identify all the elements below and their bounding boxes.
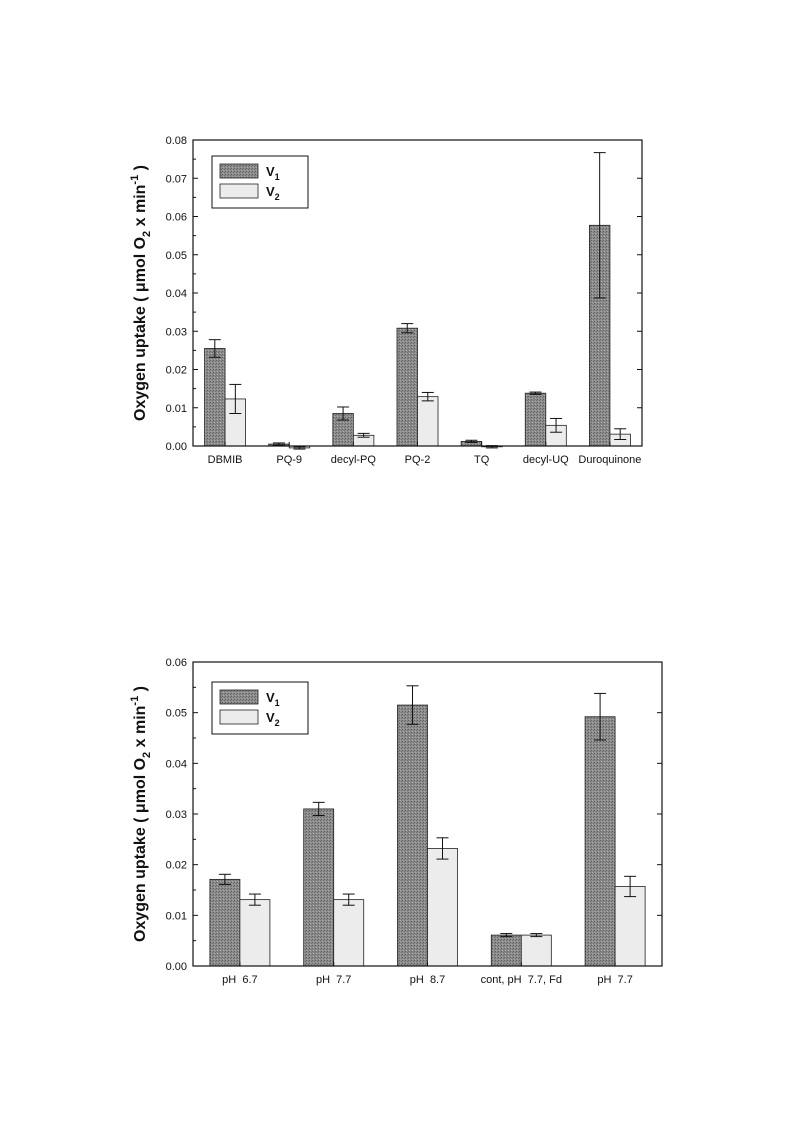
x-tick-label-4: pH 7.7 (597, 974, 632, 986)
error-bar-v2-6 (614, 428, 627, 440)
error-bar-v2-2 (357, 432, 370, 438)
y-axis-label: Oxygen uptake ( μmol O2 x min-1 ) (129, 686, 153, 942)
x-tick-label-0: DBMIB (208, 454, 243, 466)
error-bar-v1-2 (406, 685, 419, 725)
x-tick-label-2: decyl-PQ (331, 454, 377, 466)
chart-ph: 0.00 0.01 0.02 0.03 0.04 0.05 0.06 pH 6.7 pH 7.7… (129, 657, 663, 986)
error-bar-v1-3 (500, 933, 513, 938)
error-bar-v2-5 (550, 417, 563, 433)
legend-label-v2: V2 (266, 184, 280, 202)
y-tick-label-6: 0.06 (166, 212, 187, 224)
error-bar-v1-4 (465, 439, 478, 444)
y-tick-label-5: 0.05 (166, 250, 187, 262)
bar-v2-3 (520, 934, 552, 967)
bar-v2-2 (427, 848, 458, 967)
y-tick-label-1: 0.01 (166, 403, 187, 415)
error-bar-v1-1 (312, 801, 325, 817)
bar-v2-4 (614, 886, 646, 967)
legend-swatch-v2 (219, 709, 259, 725)
y-tick-label-0: 0.00 (166, 961, 187, 973)
bar-v2-1 (333, 899, 365, 967)
x-tick-label-3: PQ-2 (405, 454, 431, 466)
y-tick-label-6: 0.06 (166, 657, 187, 669)
bar-v1-3 (396, 327, 418, 447)
bar-v1-0 (209, 878, 241, 967)
y-tick-label-0: 0.00 (166, 441, 187, 453)
y-tick-label-7: 0.07 (166, 173, 187, 185)
error-bar-v1-3 (401, 323, 414, 334)
error-bar-v2-0 (248, 893, 261, 906)
error-bar-v2-3 (530, 933, 543, 938)
y-tick-label-4: 0.04 (166, 758, 187, 770)
error-bar-v2-2 (436, 837, 449, 860)
error-bar-v2-1 (293, 446, 306, 450)
y-tick-label-1: 0.01 (166, 910, 187, 922)
error-bar-v2-1 (342, 893, 355, 906)
bar-v1-3 (490, 934, 522, 967)
legend-swatch-v1 (219, 163, 259, 179)
x-tick-label-6: Duroquinone (578, 454, 641, 466)
y-tick-label-2: 0.02 (166, 365, 187, 377)
bar-v1-0 (204, 348, 226, 447)
error-bar-v2-4 (624, 875, 637, 898)
legend-swatch-v2 (219, 183, 259, 199)
error-bar-v1-5 (529, 391, 542, 395)
error-bar-v1-4 (594, 692, 607, 741)
y-tick-label-3: 0.03 (166, 809, 187, 821)
x-tick-label-1: PQ-9 (276, 454, 302, 466)
error-bar-v2-0 (229, 383, 242, 414)
y-axis-label: Oxygen uptake ( μmol O2 x min-1 ) (129, 165, 153, 421)
bar-v1-4 (584, 716, 616, 967)
y-tick-label-5: 0.05 (166, 708, 187, 720)
error-bar-v1-1 (272, 442, 285, 446)
error-bar-v2-3 (421, 391, 434, 402)
x-tick-label-0: pH 6.7 (222, 974, 257, 986)
bar-v2-0 (239, 899, 271, 967)
bar-v2-3 (417, 396, 439, 447)
legend-label-v1: V1 (266, 164, 280, 182)
error-bar-v1-0 (208, 339, 221, 358)
y-tick-label-2: 0.02 (166, 860, 187, 872)
y-tick-label-8: 0.08 (166, 135, 187, 147)
legend-label-v1: V1 (266, 690, 280, 708)
chart-quinones: 0.00 0.01 0.02 0.03 0.04 0.05 0.06 0.07 0.08 DBMI… (129, 135, 643, 466)
error-bar-v1-0 (218, 873, 231, 885)
x-tick-label-2: pH 8.7 (410, 974, 445, 986)
x-tick-label-3: cont, pH 7.7, Fd (481, 974, 562, 986)
error-bar-v1-6 (593, 152, 606, 299)
error-bar-v1-2 (337, 406, 350, 421)
y-tick-label-3: 0.03 (166, 326, 187, 338)
x-tick-label-5: decyl-UQ (523, 454, 569, 466)
x-tick-label-1: pH 7.7 (316, 974, 351, 986)
bar-v1-1 (303, 808, 335, 967)
bar-v1-2 (397, 704, 428, 967)
legend-label-v2: V2 (266, 710, 280, 728)
bar-v1-5 (524, 392, 547, 447)
legend-swatch-v1 (219, 689, 259, 705)
x-tick-label-4: TQ (474, 454, 490, 466)
y-tick-label-4: 0.04 (166, 288, 187, 300)
